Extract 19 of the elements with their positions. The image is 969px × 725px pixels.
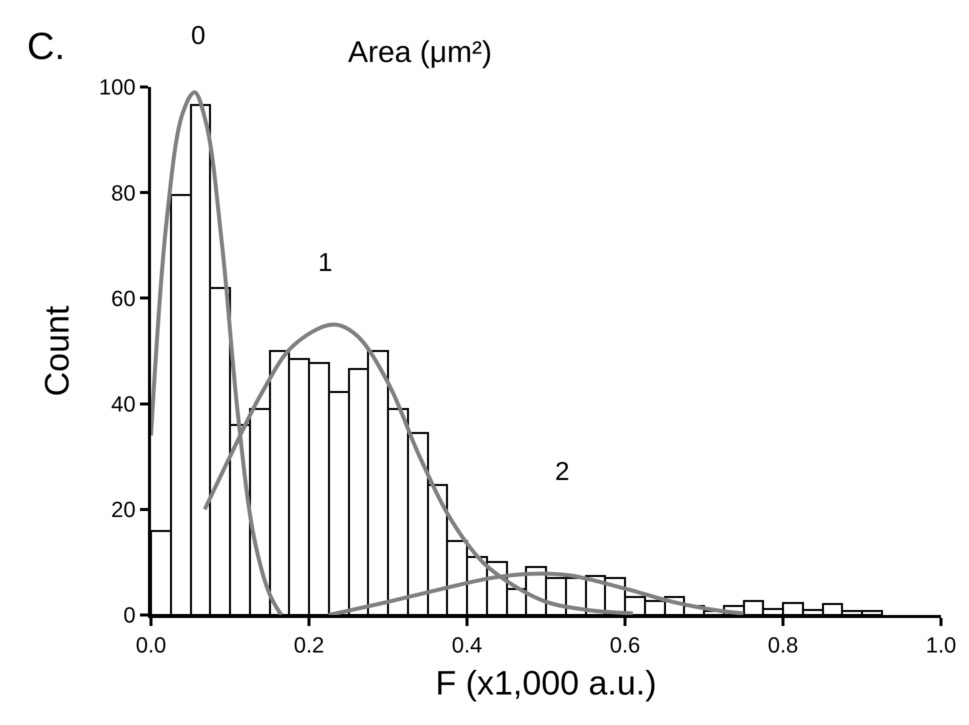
y-tick-label: 0: [123, 602, 136, 628]
y-tick-label: 60: [111, 286, 136, 311]
text: Area (μm²): [348, 36, 492, 69]
x-tick-label: 0.6: [610, 632, 640, 658]
x-axis-title: F (x1,000 a.u.): [435, 664, 657, 703]
y-axis-title: Count: [38, 305, 76, 396]
x-tick-label: 0.0: [136, 632, 166, 658]
annotation: 1: [318, 247, 332, 277]
x-tick-label: 0.4: [452, 632, 482, 658]
x-tick-label: 0.2: [294, 632, 324, 658]
x-tick-label: 1.0: [926, 632, 956, 658]
y-tick-label: 100: [98, 74, 136, 100]
text: C.: [27, 26, 65, 68]
annotation: 2: [555, 456, 570, 486]
y-tick-label: 40: [111, 392, 136, 416]
y-tick-label: 20: [111, 497, 136, 522]
y-tick-label: 80: [111, 180, 136, 206]
text: 0: [191, 20, 206, 50]
x-tick-label: 0.8: [768, 632, 798, 658]
